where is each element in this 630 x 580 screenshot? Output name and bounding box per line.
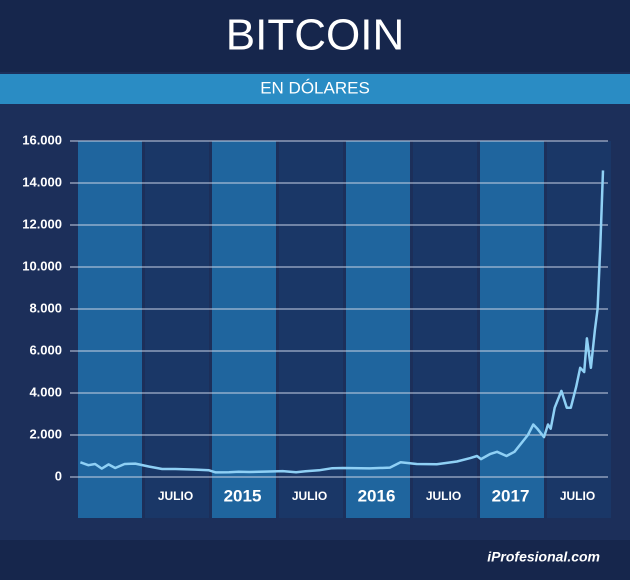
y-tick-label: 0 — [55, 468, 62, 483]
x-tick-label: 2016 — [358, 486, 396, 505]
y-tick-label: 6.000 — [29, 342, 62, 357]
footer-band — [0, 540, 630, 580]
x-tick-label: JULIO — [426, 489, 461, 503]
period-band — [279, 141, 343, 518]
chart-title: BITCOIN — [226, 11, 404, 60]
header-band — [0, 0, 630, 72]
period-band — [212, 141, 276, 518]
chart-subtitle: EN DÓLARES — [260, 78, 370, 97]
period-band — [145, 141, 209, 518]
x-tick-label: JULIO — [158, 489, 193, 503]
period-band — [547, 141, 611, 518]
period-band — [413, 141, 477, 518]
source: iProfesional.com — [487, 549, 600, 565]
subtitle-band — [0, 74, 630, 104]
y-tick-label: 8.000 — [29, 300, 62, 315]
period-band — [480, 141, 544, 518]
y-tick-label: 2.000 — [29, 426, 62, 441]
x-tick-label: 2015 — [224, 486, 262, 505]
price-line — [79, 170, 605, 474]
x-tick-label: JULIO — [560, 489, 595, 503]
period-band — [346, 141, 410, 518]
y-tick-label: 14.000 — [22, 174, 62, 189]
y-tick-label: 12.000 — [22, 216, 62, 231]
x-tick-label: JULIO — [292, 489, 327, 503]
y-tick-label: 16.000 — [22, 132, 62, 147]
period-band — [78, 141, 142, 518]
x-tick-label: 2017 — [492, 486, 530, 505]
y-tick-label: 4.000 — [29, 384, 62, 399]
y-tick-label: 10.000 — [22, 258, 62, 273]
